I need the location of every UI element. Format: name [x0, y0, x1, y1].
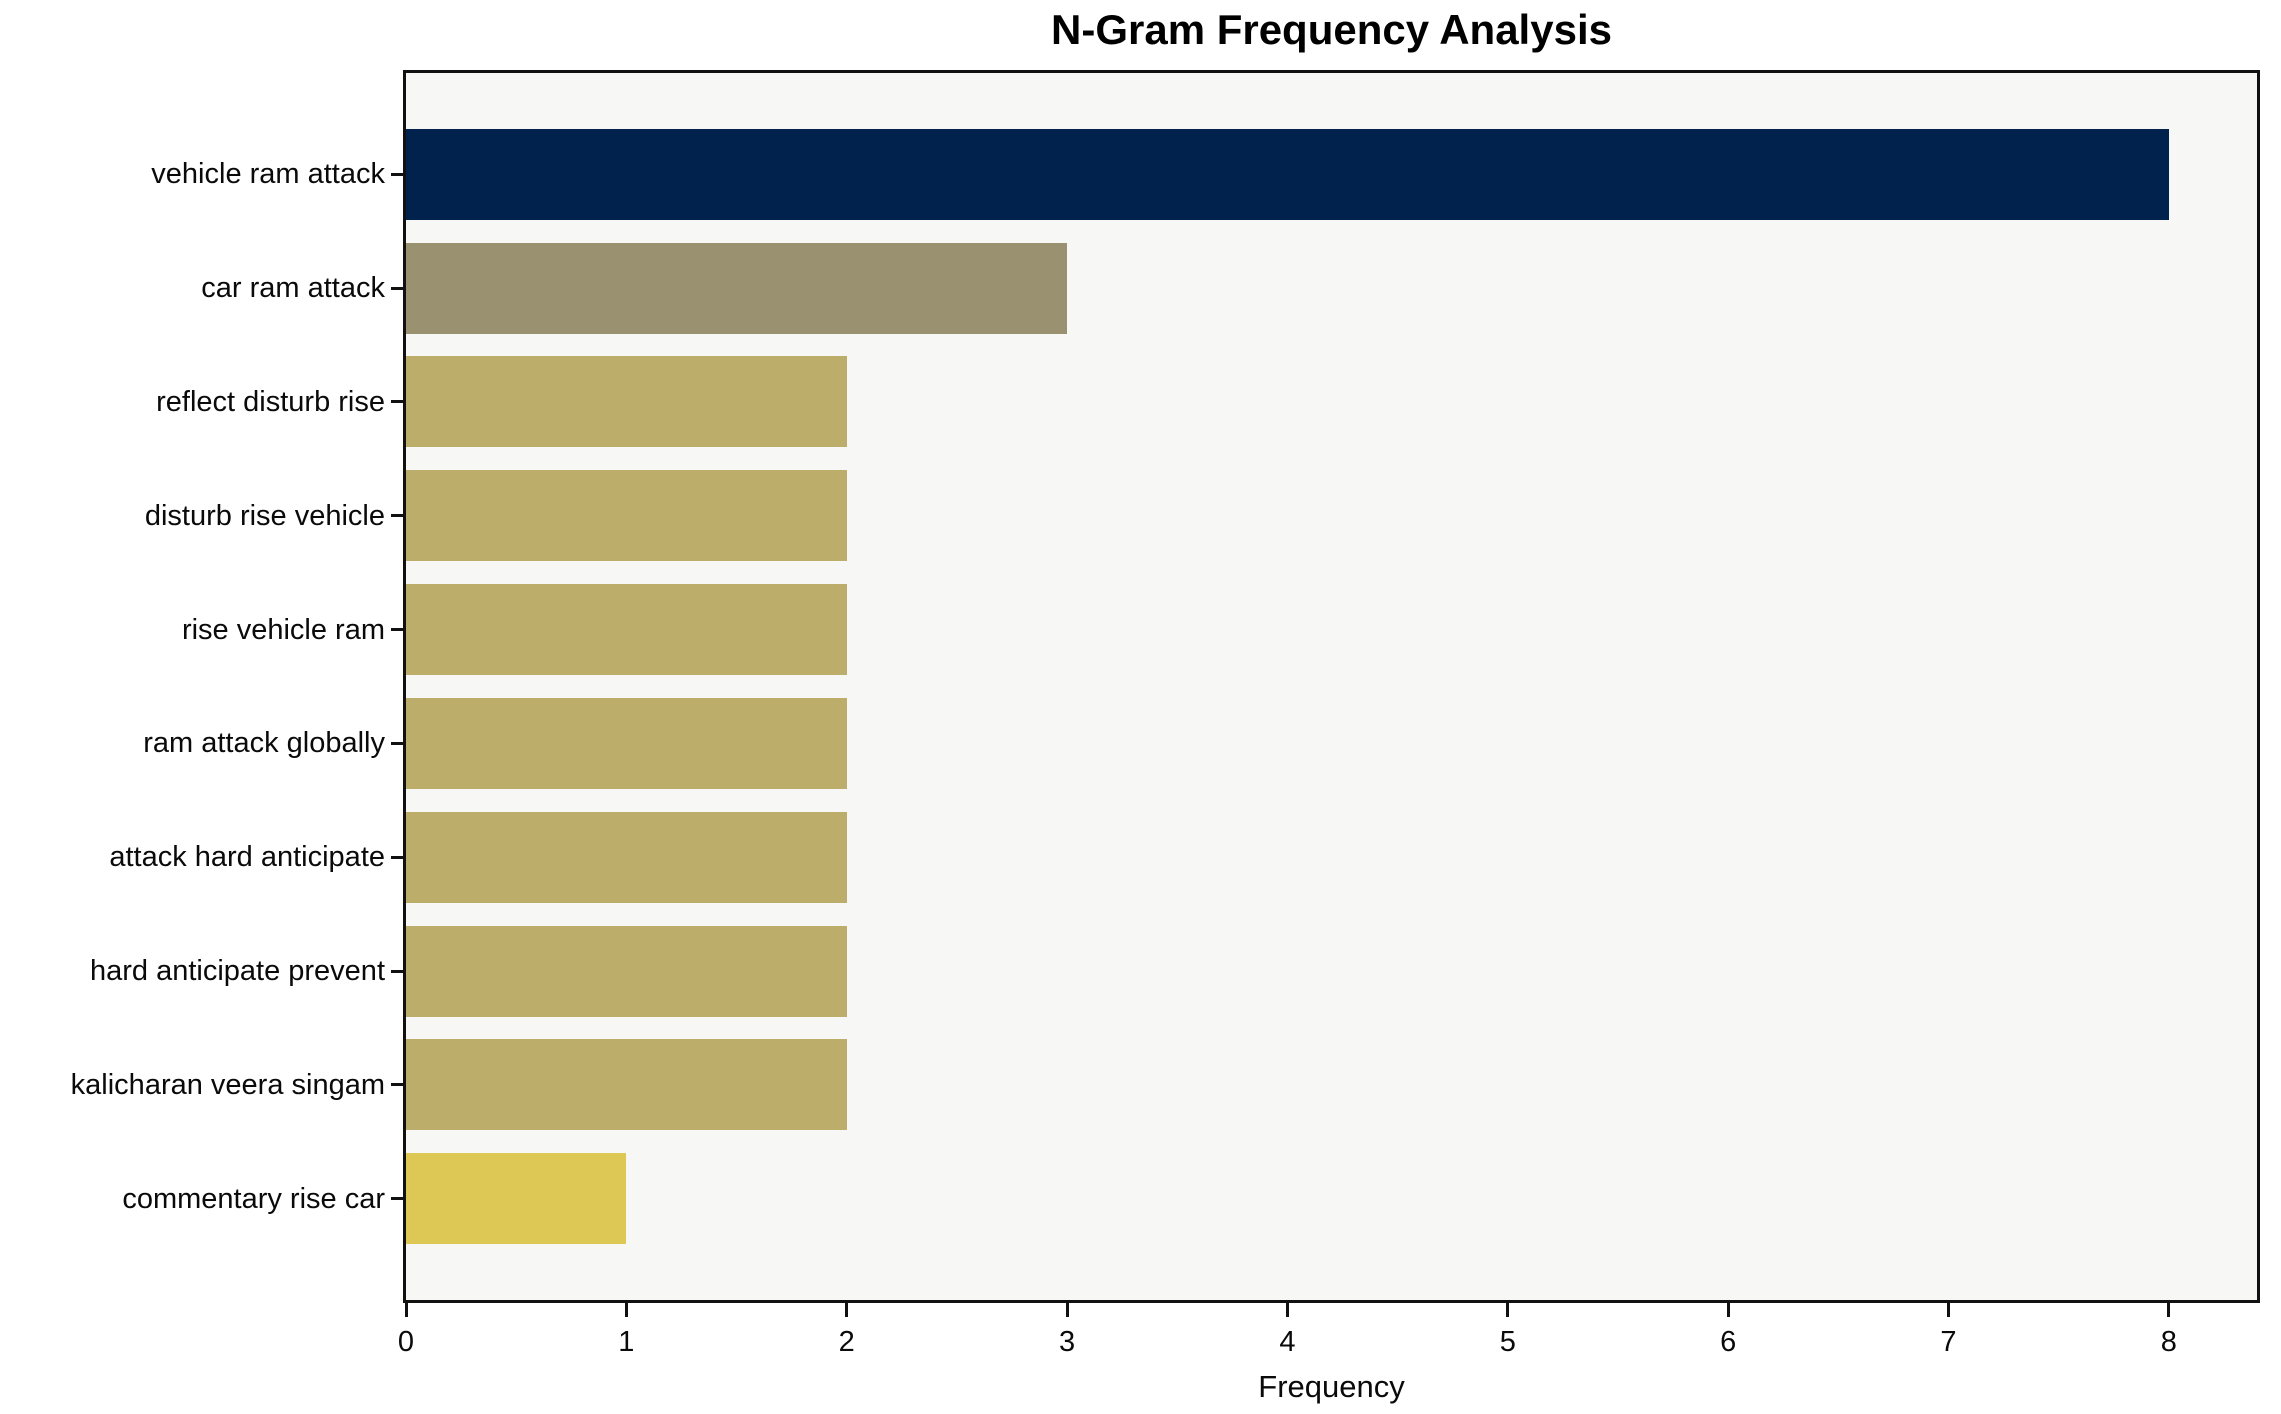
bar: [406, 1153, 627, 1245]
y-tick-label: rise vehicle ram: [181, 613, 385, 646]
bar: [406, 242, 1068, 334]
bar: [406, 128, 2169, 220]
bar: [406, 356, 847, 448]
x-tick-label: 6: [1720, 1326, 1737, 1358]
x-tick-label: 5: [1499, 1326, 1516, 1358]
y-tick-label: hard anticipate prevent: [89, 955, 385, 988]
x-tick: [845, 1303, 849, 1317]
x-tick-label: 4: [1279, 1326, 1296, 1358]
x-tick: [1506, 1303, 1510, 1317]
y-tick: [391, 172, 403, 176]
x-tick: [624, 1303, 628, 1317]
x-tick: [2167, 1303, 2171, 1317]
x-tick: [1726, 1303, 1730, 1317]
y-tick: [391, 741, 403, 745]
y-tick-label: attack hard anticipate: [109, 841, 385, 874]
bar: [406, 470, 847, 562]
x-tick-label: 8: [2160, 1326, 2177, 1358]
y-tick-label: commentary rise car: [122, 1182, 385, 1215]
y-tick: [391, 286, 403, 290]
y-tick: [391, 855, 403, 859]
x-tick-label: 0: [397, 1326, 415, 1358]
bar: [406, 584, 847, 676]
x-tick-label: 2: [838, 1326, 855, 1358]
bar: [406, 811, 847, 903]
x-tick: [404, 1303, 408, 1317]
x-tick-label: 3: [1058, 1326, 1076, 1358]
y-tick: [391, 1083, 403, 1087]
bar: [406, 1039, 847, 1131]
y-tick: [391, 514, 403, 518]
x-tick-label: 7: [1940, 1326, 1957, 1358]
x-tick: [1947, 1303, 1950, 1317]
chart-title: N-Gram Frequency Analysis: [1051, 6, 1612, 53]
y-tick-label: disturb rise vehicle: [144, 499, 385, 532]
plot-area: [403, 70, 2260, 1303]
x-axis-label: Frequency: [1258, 1369, 1405, 1404]
y-tick: [391, 1197, 403, 1201]
x-tick: [1285, 1303, 1289, 1317]
y-tick: [391, 400, 403, 404]
y-tick: [391, 969, 403, 973]
y-tick-label: reflect disturb rise: [156, 385, 385, 418]
x-tick: [1065, 1303, 1069, 1317]
x-tick-label: 1: [618, 1326, 635, 1358]
bar: [406, 925, 847, 1017]
y-tick: [391, 628, 403, 632]
bar: [406, 697, 847, 789]
y-tick-label: ram attack globally: [143, 727, 385, 760]
y-tick-label: kalicharan veera singam: [70, 1068, 385, 1101]
y-tick-label: car ram attack: [201, 272, 385, 305]
y-tick-label: vehicle ram attack: [151, 158, 385, 191]
